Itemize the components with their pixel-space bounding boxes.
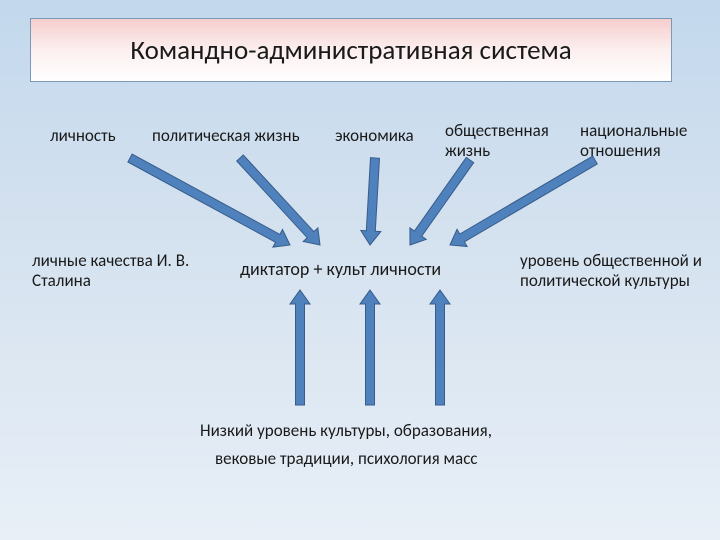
- arrows-layer: [0, 0, 720, 540]
- slide: Командно-административная система личнос…: [0, 0, 720, 540]
